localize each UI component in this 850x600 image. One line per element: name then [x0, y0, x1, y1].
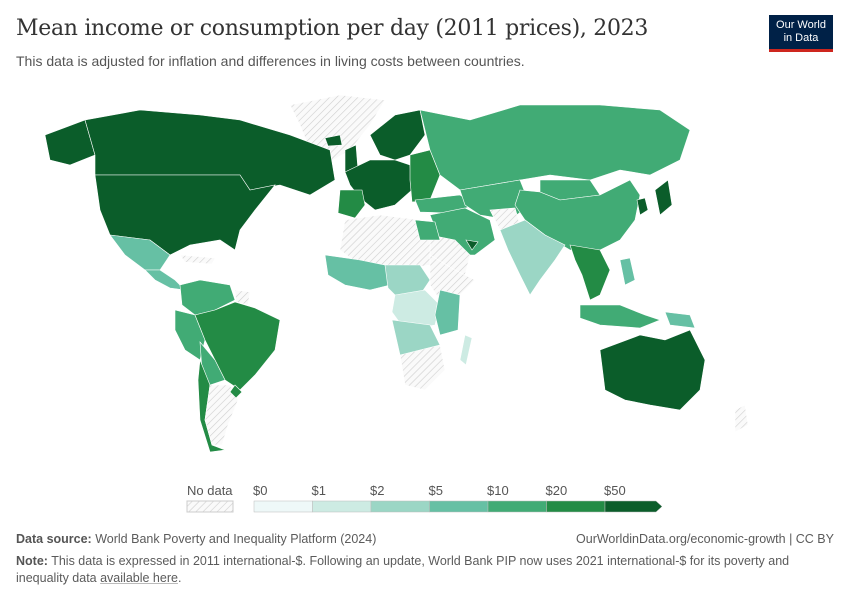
country-indonesia[interactable] [579, 304, 661, 329]
legend-bin-5[interactable] [546, 500, 606, 513]
logo-line-2: in Data [783, 32, 819, 44]
legend-tick-label: $20 [545, 483, 568, 498]
map-legend: No data $0 $1 $2 $5 $10 $20 $50 [0, 480, 850, 520]
note-end: . [177, 571, 182, 585]
country-se-asia[interactable] [569, 244, 611, 301]
data-source: Data source: World Bank Poverty and Ineq… [16, 532, 376, 546]
country-caribbean[interactable] [179, 254, 216, 265]
no-data-label: No data [187, 483, 233, 498]
note-link[interactable]: available here [100, 571, 178, 585]
legend-tick-label: $0 [253, 483, 268, 498]
legend-bin-6[interactable] [604, 500, 663, 513]
country-korea-japan[interactable] [636, 179, 673, 216]
legend-bin-3[interactable] [429, 500, 489, 513]
source-url[interactable]: OurWorldinData.org/economic-growth | CC … [576, 532, 834, 546]
country-philippines[interactable] [619, 257, 636, 286]
legend-bin-0[interactable] [253, 500, 313, 513]
country-congo[interactable] [391, 289, 441, 331]
country-papua[interactable] [664, 311, 696, 329]
source-text: World Bank Poverty and Inequality Platfo… [95, 532, 377, 546]
country-iberia[interactable] [337, 189, 366, 219]
country-uruguay[interactable] [229, 384, 243, 399]
legend-tick-label: $50 [604, 483, 626, 498]
legend-tick-label: $2 [370, 483, 385, 498]
country-argentina[interactable] [204, 384, 239, 446]
country-australia[interactable] [599, 329, 706, 411]
legend-tick-label: $5 [428, 483, 443, 498]
country-brazil[interactable] [194, 301, 281, 391]
country-new-zealand[interactable] [734, 404, 749, 433]
country-iceland[interactable] [324, 134, 343, 147]
legend-tick-label: $10 [487, 483, 509, 498]
legend-bin-4[interactable] [487, 500, 547, 513]
country-central-america[interactable] [144, 269, 186, 291]
legend-bar [186, 500, 663, 513]
legend-bin-1[interactable] [312, 500, 372, 513]
page-title: Mean income or consumption per day (2011… [16, 16, 649, 41]
country-scandinavia[interactable] [369, 109, 426, 161]
country-west-africa[interactable] [324, 254, 391, 291]
logo-line-1: Our World [776, 19, 826, 31]
country-egypt[interactable] [414, 219, 441, 241]
source-label: Data source: [16, 532, 92, 546]
country-madagascar[interactable] [459, 334, 473, 366]
world-map[interactable] [0, 80, 850, 470]
country-russia[interactable] [419, 104, 691, 191]
note-label: Note: [16, 554, 48, 568]
country-alaska[interactable] [44, 119, 96, 166]
country-guiana[interactable] [234, 289, 251, 306]
owid-logo[interactable]: Our World in Data [769, 15, 833, 52]
legend-tick-label: $1 [311, 483, 326, 498]
country-southern-africa[interactable] [399, 344, 446, 391]
country-uae[interactable] [465, 239, 479, 251]
country-pakistan-india[interactable] [499, 219, 566, 296]
note: Note: This data is expressed in 2011 int… [16, 553, 826, 587]
country-colombia-venezuela[interactable] [179, 279, 236, 316]
legend-no-data-swatch [186, 500, 234, 513]
note-text: This data is expressed in 2011 internati… [16, 554, 790, 585]
page-subtitle: This data is adjusted for inflation and … [16, 53, 525, 69]
legend-bin-2[interactable] [370, 500, 430, 513]
country-kenya-tanzania[interactable] [434, 289, 461, 336]
